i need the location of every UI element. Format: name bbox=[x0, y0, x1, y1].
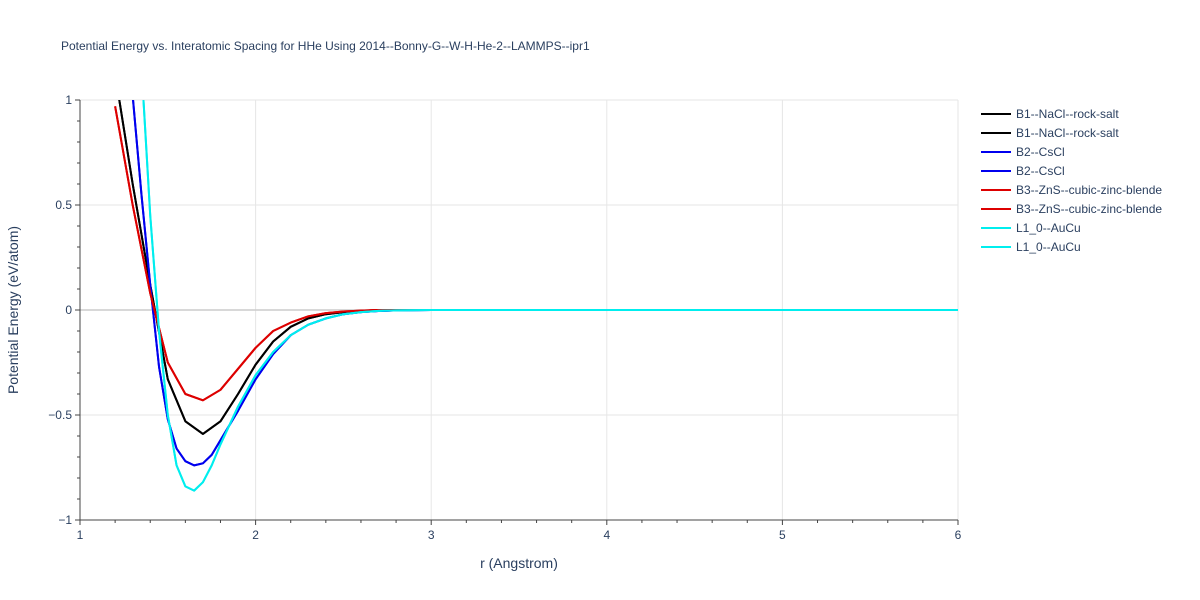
y-axis-title: Potential Energy (eV/atom) bbox=[5, 226, 21, 394]
legend-label: B1--NaCl--rock-salt bbox=[1016, 126, 1119, 140]
legend-item-7[interactable]: L1_0--AuCu bbox=[981, 240, 1081, 254]
legend[interactable]: B1--NaCl--rock-salt B1--NaCl--rock-salt B2… bbox=[981, 107, 1162, 254]
y-tick-label: 0.5 bbox=[55, 198, 72, 212]
legend-item-5[interactable]: B3--ZnS--cubic-zinc-blende bbox=[981, 202, 1162, 216]
y-tick-label: −0.5 bbox=[48, 408, 72, 422]
y-tick-label: −1 bbox=[58, 513, 72, 527]
legend-item-4[interactable]: B3--ZnS--cubic-zinc-blende bbox=[981, 183, 1162, 197]
legend-item-2[interactable]: B2--CsCl bbox=[981, 145, 1065, 159]
x-tick-label: 5 bbox=[779, 528, 786, 542]
axes: 1 2 3 4 5 6 −1 −0.5 0 0.5 1 bbox=[48, 93, 961, 542]
x-tick-label: 6 bbox=[955, 528, 962, 542]
legend-label: B1--NaCl--rock-salt bbox=[1016, 107, 1119, 121]
x-tick-label: 2 bbox=[252, 528, 259, 542]
y-tick-label: 0 bbox=[65, 303, 72, 317]
legend-item-6[interactable]: L1_0--AuCu bbox=[981, 221, 1081, 235]
legend-label: L1_0--AuCu bbox=[1016, 240, 1081, 254]
x-axis-title: r (Angstrom) bbox=[480, 555, 558, 571]
series-line-7 bbox=[142, 100, 958, 492]
legend-label: B2--CsCl bbox=[1016, 145, 1065, 159]
legend-item-3[interactable]: B2--CsCl bbox=[981, 164, 1065, 178]
series-lines bbox=[114, 100, 958, 492]
x-tick-label: 4 bbox=[603, 528, 610, 542]
legend-label: L1_0--AuCu bbox=[1016, 221, 1081, 235]
legend-label: B3--ZnS--cubic-zinc-blende bbox=[1016, 183, 1162, 197]
x-tick-label: 1 bbox=[77, 528, 84, 542]
legend-label: B3--ZnS--cubic-zinc-blende bbox=[1016, 202, 1162, 216]
y-tick-label: 1 bbox=[65, 93, 72, 107]
chart-title: Potential Energy vs. Interatomic Spacing… bbox=[61, 39, 590, 53]
legend-item-1[interactable]: B1--NaCl--rock-salt bbox=[981, 126, 1119, 140]
legend-item-0[interactable]: B1--NaCl--rock-salt bbox=[981, 107, 1119, 121]
legend-label: B2--CsCl bbox=[1016, 164, 1065, 178]
x-tick-label: 3 bbox=[428, 528, 435, 542]
